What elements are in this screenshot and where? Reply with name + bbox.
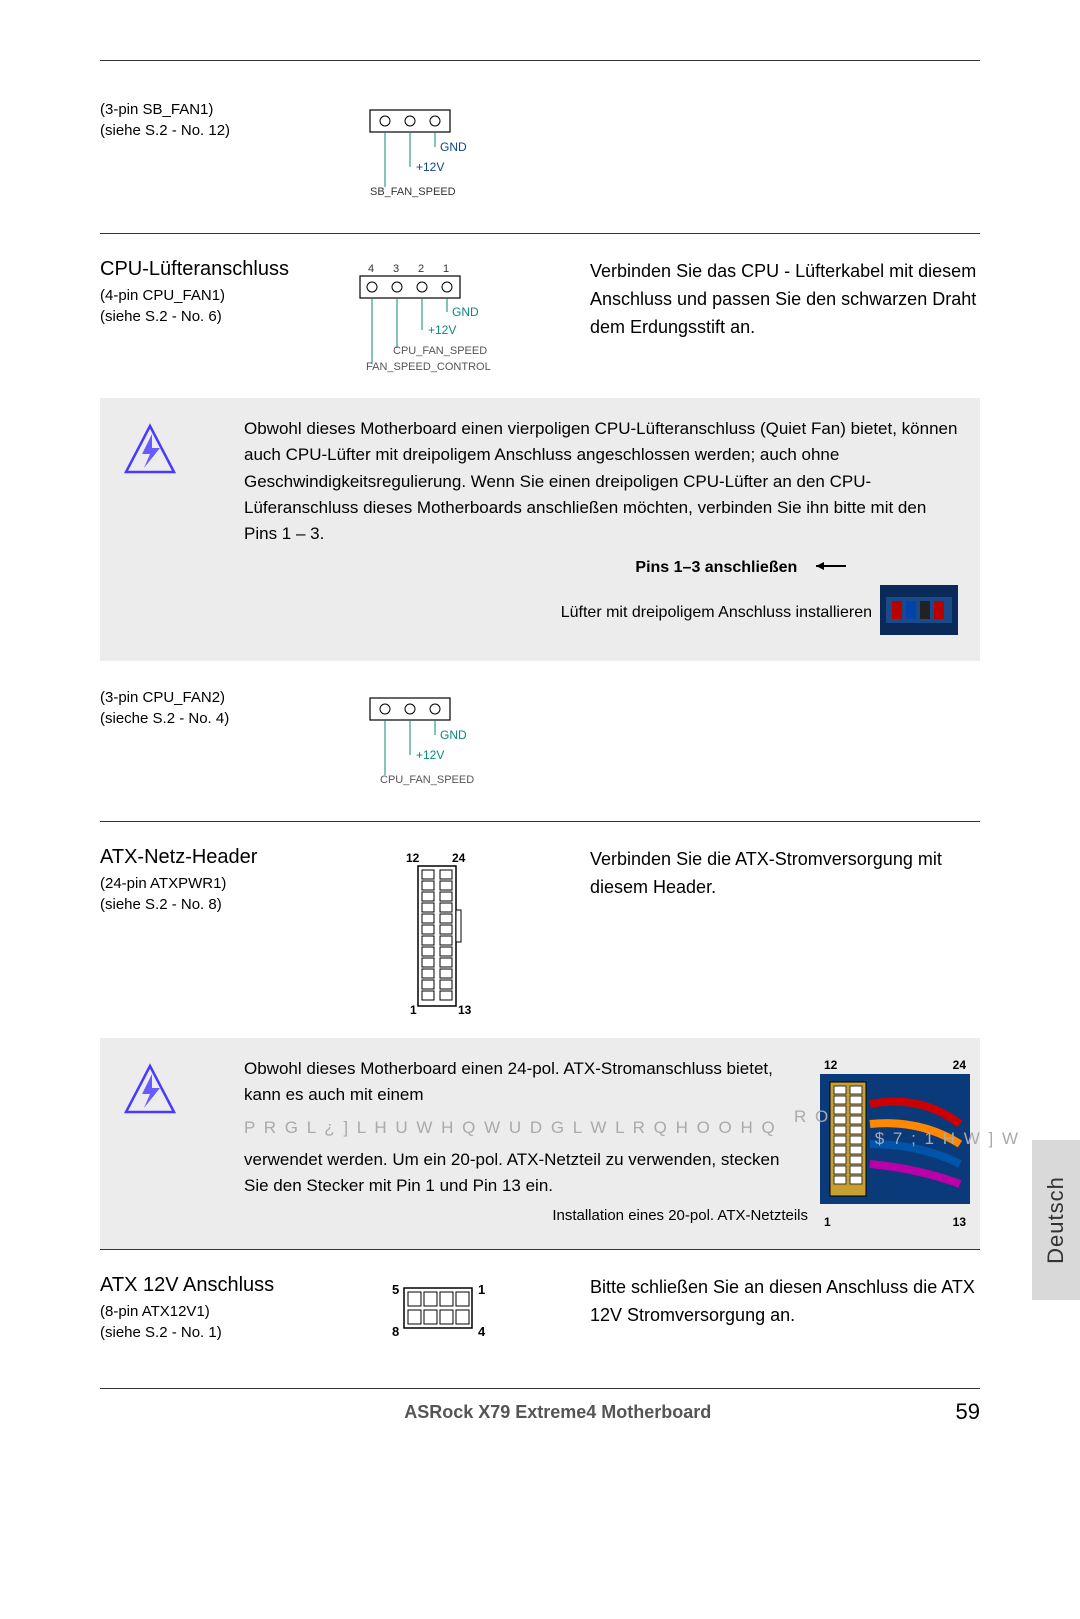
- product-name: ASRock X79 Extreme4 Motherboard: [160, 1402, 956, 1423]
- cpufan1-title: CPU-Lüfteranschluss: [100, 258, 290, 281]
- note1-install: Lüfter mit dreipoligem Anschluss install…: [561, 601, 872, 626]
- note1-bold: Pins 1–3 anschließen: [635, 559, 797, 576]
- note2-garble-ro: R O: [794, 1104, 830, 1130]
- p1: 1: [824, 1213, 831, 1232]
- atx12v-pinspec: (8-pin ATX12V1): [100, 1303, 290, 1320]
- svg-text:CPU_FAN_SPEED: CPU_FAN_SPEED: [393, 345, 487, 357]
- svg-text:1: 1: [443, 263, 449, 275]
- atx-desc: Verbinden Sie die ATX-Stromversorgung mi…: [590, 846, 980, 902]
- language-label: Deutsch: [1043, 1176, 1069, 1264]
- cpufan2-ref: (sieche S.2 - No. 4): [100, 710, 290, 727]
- atx12v-desc: Bitte schließen Sie an diesen Anschluss …: [590, 1274, 980, 1330]
- svg-text:3: 3: [393, 263, 399, 275]
- lbl-gnd: GND: [440, 140, 467, 154]
- section-atx12v: ATX 12V Anschluss (8-pin ATX12V1) (siehe…: [100, 1274, 980, 1358]
- language-tab: Deutsch: [1032, 1140, 1080, 1300]
- note2-garble-right2: $ 7 ; 1 H W ] W: [140, 1129, 1020, 1149]
- svg-text:24: 24: [452, 851, 466, 865]
- cpufan2-pinspec: (3-pin CPU_FAN2): [100, 689, 290, 706]
- svg-text:FAN_SPEED_CONTROL: FAN_SPEED_CONTROL: [366, 361, 491, 373]
- cpufan1-ref: (siehe S.2 - No. 6): [100, 308, 290, 325]
- svg-text:5: 5: [392, 1282, 399, 1297]
- sbfan1-ref: (siehe S.2 - No. 12): [100, 122, 290, 139]
- atx12v-title: ATX 12V Anschluss: [100, 1274, 290, 1297]
- atx-diagram: 12 24 1 13: [310, 846, 570, 1020]
- svg-text:12: 12: [406, 851, 420, 865]
- page-footer: ASRock X79 Extreme4 Motherboard 59: [100, 1388, 980, 1425]
- atx12v-diagram: 5 1 8 4: [310, 1274, 570, 1358]
- svg-text:8: 8: [392, 1324, 399, 1339]
- cpufan1-diagram: 4 3 2 1 GND +12V CPU_FAN_SPEED FAN_SPEED_CO…: [310, 258, 570, 380]
- p13: 13: [953, 1213, 966, 1232]
- sbfan1-left: (3-pin SB_FAN1) (siehe S.2 - No. 12): [100, 101, 290, 143]
- note1-text: Obwohl dieses Motherboard einen vierpoli…: [244, 416, 958, 548]
- atx-pinspec: (24-pin ATXPWR1): [100, 875, 290, 892]
- page-number: 59: [956, 1399, 980, 1425]
- note2-caption: Installation eines 20-pol. ATX-Netzteils: [244, 1204, 808, 1227]
- lightning-icon: [122, 1056, 222, 1118]
- svg-text:+12V: +12V: [416, 160, 444, 174]
- svg-text:SB_FAN_SPEED: SB_FAN_SPEED: [370, 186, 456, 198]
- svg-text:1: 1: [478, 1282, 485, 1297]
- svg-text:2: 2: [418, 263, 424, 275]
- top-rule: [100, 60, 980, 61]
- section-cpu-fan1: CPU-Lüfteranschluss (4-pin CPU_FAN1) (si…: [100, 258, 980, 380]
- cpufan1-desc: Verbinden Sie das CPU - Lüfterkabel mit …: [590, 258, 980, 342]
- p12: 12: [824, 1056, 837, 1075]
- atx-ref: (siehe S.2 - No. 8): [100, 896, 290, 913]
- svg-text:GND: GND: [452, 305, 479, 319]
- section-sb-fan1: (3-pin SB_FAN1) (siehe S.2 - No. 12) GND…: [100, 101, 980, 205]
- connector-photo-thumb: [880, 585, 958, 643]
- svg-text:4: 4: [478, 1324, 486, 1339]
- section-atx-header: ATX-Netz-Header (24-pin ATXPWR1) (siehe …: [100, 846, 980, 1020]
- svg-text:+12V: +12V: [416, 748, 444, 762]
- svg-text:4: 4: [368, 263, 374, 275]
- svg-text:GND: GND: [440, 728, 467, 742]
- svg-text:1: 1: [410, 1003, 417, 1017]
- cpufan2-diagram: GND +12V CPU_FAN_SPEED: [310, 689, 570, 793]
- svg-text:CPU_FAN_SPEED: CPU_FAN_SPEED: [380, 774, 474, 786]
- atx12v-ref: (siehe S.2 - No. 1): [100, 1324, 290, 1341]
- manual-page: (3-pin SB_FAN1) (siehe S.2 - No. 12) GND…: [0, 0, 1080, 1465]
- lightning-icon: [122, 416, 222, 478]
- note2-text2: verwendet werden. Um ein 20-pol. ATX-Net…: [244, 1147, 808, 1200]
- note-cpu-fan: Obwohl dieses Motherboard einen vierpoli…: [100, 398, 980, 661]
- note2-text1: Obwohl dieses Motherboard einen 24-pol. …: [244, 1056, 808, 1109]
- section-cpu-fan2: (3-pin CPU_FAN2) (sieche S.2 - No. 4) GN…: [100, 689, 980, 793]
- p24: 24: [953, 1056, 966, 1075]
- atx-title: ATX-Netz-Header: [100, 846, 290, 869]
- sbfan1-diagram: GND +12V SB_FAN_SPEED: [310, 101, 570, 205]
- sbfan1-pinspec: (3-pin SB_FAN1): [100, 101, 290, 118]
- svg-text:13: 13: [458, 1003, 472, 1017]
- cpufan1-pinspec: (4-pin CPU_FAN1): [100, 287, 290, 304]
- svg-text:+12V: +12V: [428, 323, 456, 337]
